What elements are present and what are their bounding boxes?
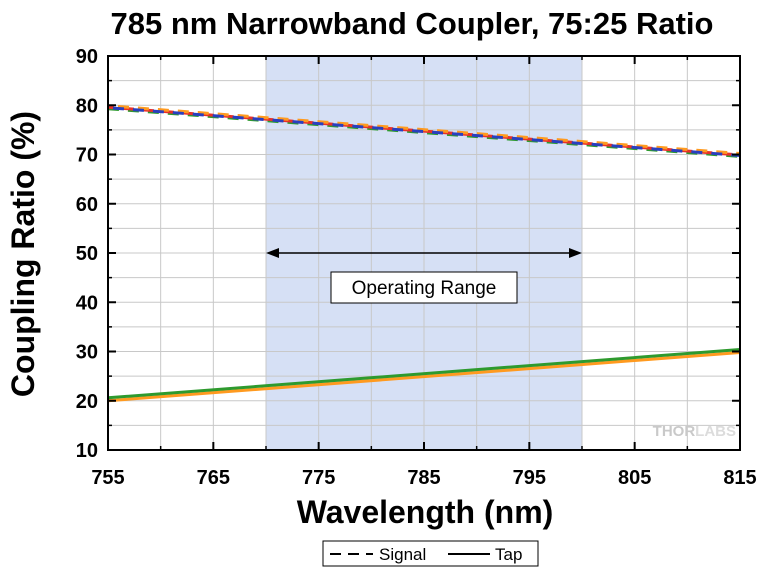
- arrow-head-left: [266, 248, 279, 258]
- x-tick-label: 785: [407, 467, 440, 489]
- plot-area: Operating Range THORLABS: [107, 55, 741, 451]
- series-layer: [107, 104, 741, 403]
- y-tick-label: 60: [76, 194, 98, 216]
- y-tick-label: 40: [76, 292, 98, 314]
- annotation: Operating Range: [266, 248, 582, 304]
- y-tick-label: 50: [76, 243, 98, 265]
- x-tick-label: 755: [91, 467, 124, 489]
- legend-signal-label: Signal: [379, 545, 426, 564]
- y-tick-label: 20: [76, 391, 98, 413]
- axis-ticks: [107, 55, 741, 451]
- operating-range-label-box: [330, 271, 518, 304]
- x-axis-label: Wavelength (nm): [297, 494, 554, 530]
- thorlabs-watermark: THORLABS: [653, 423, 736, 440]
- y-tick-labels: 10 20 30 40 50 60 70 80 90: [76, 46, 98, 462]
- tap-series-line-5: [107, 350, 741, 403]
- signal-series-line-3: [107, 104, 741, 156]
- y-axis-label: Coupling Ratio (%): [5, 111, 41, 397]
- x-tick-label: 805: [618, 467, 651, 489]
- operating-range-label: Operating Range: [352, 278, 497, 299]
- watermark-text: THORLABS: [653, 423, 736, 440]
- y-tick-label: 70: [76, 145, 98, 167]
- x-tick-label: 775: [302, 467, 335, 489]
- legend: Signal Tap: [322, 540, 539, 567]
- signal-series-line-4: [107, 106, 741, 157]
- x-tick-label: 815: [723, 467, 756, 489]
- x-tick-labels: 755 765 775 785 795 805 815: [91, 467, 756, 489]
- y-tick-label: 90: [76, 46, 98, 68]
- tap-series-line-6: [107, 348, 741, 400]
- y-tick-label: 10: [76, 440, 98, 462]
- legend-tap-label: Tap: [495, 545, 522, 564]
- x-tick-label: 765: [197, 467, 230, 489]
- y-tick-label: 80: [76, 95, 98, 117]
- chart-title: 785 nm Narrowband Coupler, 75:25 Ratio: [111, 6, 714, 41]
- y-tick-label: 30: [76, 342, 98, 364]
- x-tick-label: 795: [513, 467, 546, 489]
- arrow-head-right: [569, 248, 582, 258]
